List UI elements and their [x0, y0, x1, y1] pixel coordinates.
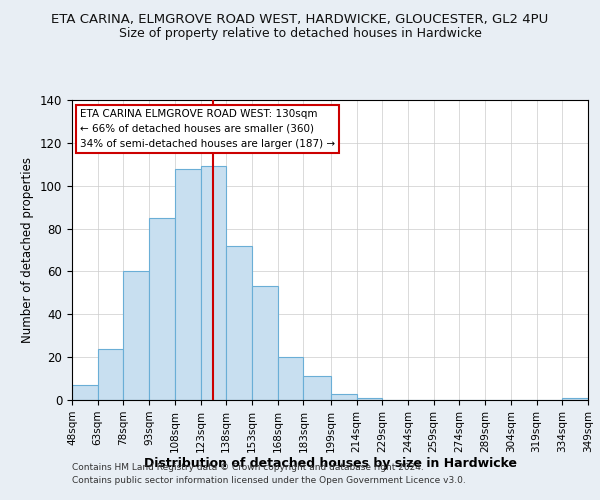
Bar	[149, 218, 175, 400]
Bar	[331, 394, 356, 400]
Bar	[98, 348, 124, 400]
Text: ETA CARINA, ELMGROVE ROAD WEST, HARDWICKE, GLOUCESTER, GL2 4PU: ETA CARINA, ELMGROVE ROAD WEST, HARDWICK…	[52, 12, 548, 26]
Text: Size of property relative to detached houses in Hardwicke: Size of property relative to detached ho…	[119, 28, 481, 40]
Y-axis label: Number of detached properties: Number of detached properties	[22, 157, 34, 343]
Bar	[252, 286, 278, 400]
Bar	[226, 246, 252, 400]
Bar	[304, 376, 331, 400]
Bar	[562, 398, 588, 400]
Text: Contains HM Land Registry data © Crown copyright and database right 2024.: Contains HM Land Registry data © Crown c…	[72, 464, 424, 472]
Bar	[175, 168, 200, 400]
Text: ETA CARINA ELMGROVE ROAD WEST: 130sqm
← 66% of detached houses are smaller (360): ETA CARINA ELMGROVE ROAD WEST: 130sqm ← …	[80, 109, 335, 148]
Bar	[356, 398, 382, 400]
Bar	[72, 385, 98, 400]
Bar	[200, 166, 226, 400]
X-axis label: Distribution of detached houses by size in Hardwicke: Distribution of detached houses by size …	[143, 458, 517, 470]
Text: Contains public sector information licensed under the Open Government Licence v3: Contains public sector information licen…	[72, 476, 466, 485]
Bar	[278, 357, 304, 400]
Bar	[124, 272, 149, 400]
